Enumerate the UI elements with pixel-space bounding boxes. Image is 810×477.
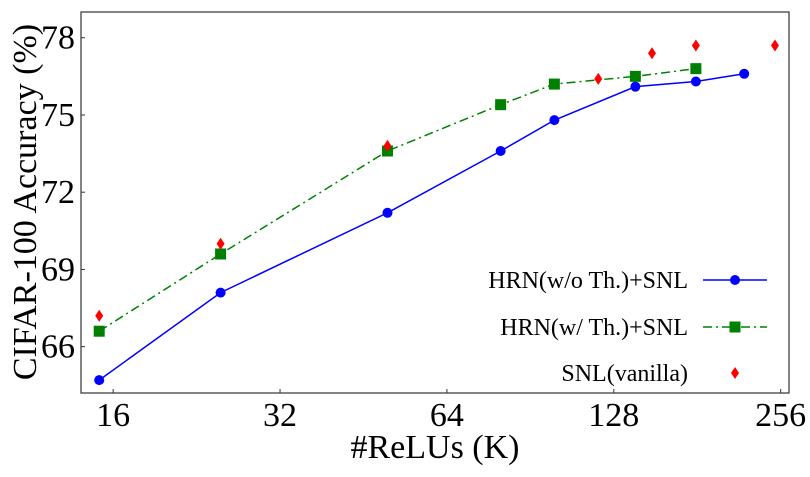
data-point <box>548 78 560 90</box>
y-tick-label: 66 <box>41 329 75 366</box>
x-tick-label: 16 <box>96 397 130 434</box>
legend-marker <box>731 367 739 379</box>
y-tick-label: 78 <box>41 20 75 57</box>
legend-marker <box>729 321 741 333</box>
series-1 <box>93 63 702 337</box>
legend-label: SNL(vanilla) <box>561 361 688 387</box>
series-2 <box>95 39 779 322</box>
data-point <box>215 248 227 260</box>
data-point <box>215 287 226 298</box>
data-point <box>216 237 225 250</box>
data-point <box>93 325 105 337</box>
series-line <box>98 73 745 381</box>
data-point <box>629 70 641 82</box>
data-point <box>549 115 560 126</box>
data-point <box>630 81 641 92</box>
data-point <box>383 139 392 152</box>
x-axis-label: #ReLUs (K) <box>350 429 519 466</box>
y-axis-label: CIFAR-100 Accuracy (%) <box>7 24 44 380</box>
data-point <box>495 146 506 157</box>
x-tick-label: 32 <box>263 397 297 434</box>
y-tick-label: 69 <box>41 251 75 288</box>
data-point <box>495 99 507 111</box>
data-point <box>94 375 105 386</box>
y-tick-label: 72 <box>41 174 75 211</box>
data-point <box>594 72 603 85</box>
x-tick-label: 64 <box>430 397 464 434</box>
plot-frame <box>80 11 790 394</box>
data-point <box>690 76 701 87</box>
legend-marker <box>730 275 740 285</box>
legend-label: HRN(w/o Th.)+SNL <box>488 268 688 294</box>
x-tick-label: 128 <box>588 397 639 434</box>
data-point <box>95 309 104 322</box>
data-point <box>690 63 702 75</box>
series-0 <box>94 68 750 386</box>
data-point <box>382 207 393 218</box>
y-tick-label: 75 <box>41 97 75 134</box>
x-tick-label: 256 <box>755 397 806 434</box>
data-point <box>691 39 700 52</box>
data-point <box>647 47 656 60</box>
legend-label: HRN(w/ Th.)+SNL <box>500 315 688 341</box>
data-point <box>770 39 779 52</box>
data-point <box>739 68 750 79</box>
